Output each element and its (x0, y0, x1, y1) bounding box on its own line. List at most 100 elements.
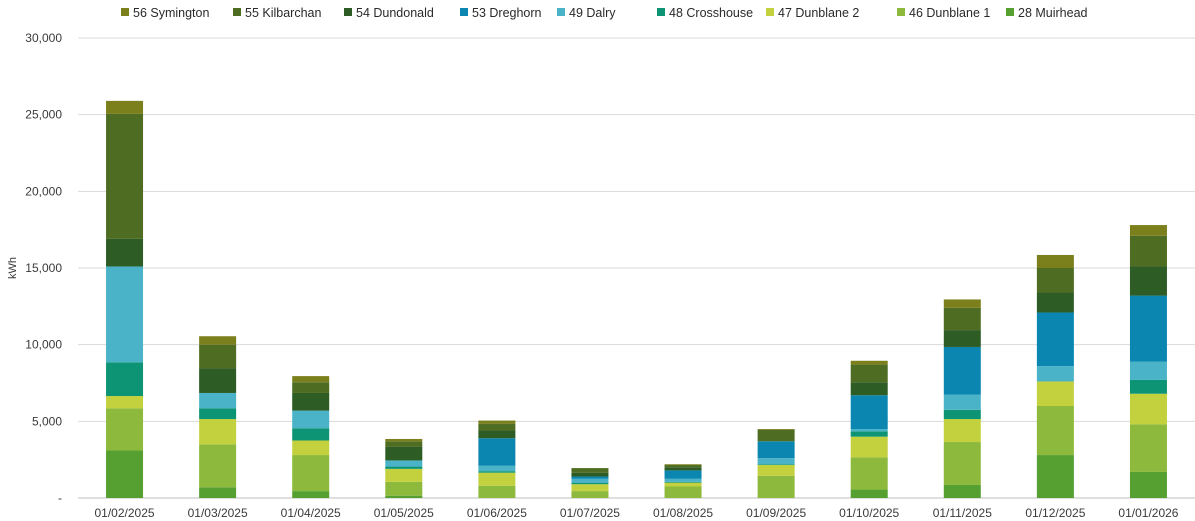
bar-segment (1036, 366, 1074, 382)
bar-segment (478, 485, 516, 498)
bar-segment (478, 438, 516, 466)
bar-segment (850, 431, 888, 437)
bar-segment (199, 336, 237, 345)
bar-segment (664, 482, 702, 487)
x-tick-label: 01/04/2025 (281, 506, 341, 520)
bar-segment (757, 441, 795, 459)
bar-segment (106, 266, 144, 363)
legend-swatch (897, 8, 905, 16)
legend-item: 53 Dreghorn (460, 6, 542, 20)
legend-label: 55 Kilbarchan (245, 6, 321, 20)
bar-segment (478, 430, 516, 439)
bar-segment (199, 408, 237, 420)
x-tick-label: 01/06/2025 (467, 506, 527, 520)
legend-swatch (344, 8, 352, 16)
bar-segment (199, 487, 237, 498)
bar-segment (943, 442, 981, 485)
y-tick-label: 15,000 (25, 261, 62, 275)
bar-segment (664, 470, 702, 479)
bar-segment (106, 113, 144, 239)
legend-label: 46 Dunblane 1 (909, 6, 990, 20)
bar-segment (664, 481, 702, 483)
bar-segment (943, 299, 981, 308)
legend-item: 46 Dunblane 1 (897, 6, 990, 20)
bar-segment (757, 475, 795, 498)
bar-segment (385, 438, 423, 442)
bar-segment (199, 392, 237, 409)
legend-label: 56 Symington (133, 6, 209, 20)
bar-segment (478, 465, 516, 472)
bar-segment (478, 472, 516, 486)
bar-segment (757, 465, 795, 476)
legend-swatch (657, 8, 665, 16)
bar-segment (292, 392, 330, 411)
legend-swatch (557, 8, 565, 16)
x-axis: 01/02/2025 01/03/2025 01/04/2025 01/05/2025… (95, 506, 1179, 520)
legend-swatch (766, 8, 774, 16)
bar-segment (571, 482, 609, 485)
x-tick-label: 01/10/2025 (839, 506, 899, 520)
bar-segment (1036, 381, 1074, 406)
bar-segment (1129, 424, 1167, 472)
bar-segment (106, 100, 144, 114)
bar-segment (943, 419, 981, 443)
bar-segment (943, 307, 981, 331)
bar-segment (664, 478, 702, 482)
bar-segment (571, 472, 609, 477)
legend-item: 54 Dundonald (344, 6, 434, 20)
x-tick-label: 01/07/2025 (560, 506, 620, 520)
bar-segment (1129, 235, 1167, 267)
bar-segment (850, 429, 888, 432)
y-tick-label: 25,000 (25, 108, 62, 122)
bar-segment (664, 464, 702, 466)
bar-segment (292, 376, 330, 383)
bar-segment (385, 468, 423, 482)
bar-segment (385, 441, 423, 447)
bar-segment (292, 428, 330, 441)
bar-segment (757, 429, 795, 430)
bar-segment (850, 395, 888, 429)
y-axis-title: kWh (7, 257, 19, 279)
bar-segment (292, 455, 330, 492)
bar-segment (571, 476, 609, 479)
bar-segment (571, 491, 609, 498)
bar-segment (292, 491, 330, 498)
bar-segment (385, 446, 423, 461)
bar-segment (757, 458, 795, 465)
bar-segment (385, 460, 423, 467)
bar-segment (1129, 266, 1167, 296)
legend-swatch (121, 8, 129, 16)
legend-item: 28 Muirhead (1006, 6, 1088, 20)
legend-label: 28 Muirhead (1018, 6, 1088, 20)
bar-segment (1036, 406, 1074, 456)
bar-segment (943, 484, 981, 498)
bar-segment (1129, 379, 1167, 394)
bar-segment (478, 420, 516, 424)
y-tick-label: 5,000 (32, 414, 62, 428)
legend-item: 49 Dalry (557, 6, 616, 20)
bar-segment (385, 481, 423, 496)
bar-segment (850, 436, 888, 458)
bar-segment (943, 330, 981, 347)
bar-segment (478, 423, 516, 431)
bar-segment (757, 429, 795, 442)
bar-segment (385, 495, 423, 498)
legend-swatch (233, 8, 241, 16)
bar-segment (850, 457, 888, 490)
bar-segment (106, 450, 144, 498)
bar-segment (664, 486, 702, 498)
bar-segment (106, 396, 144, 409)
bar-segment (664, 465, 702, 468)
legend-label: 54 Dundonald (356, 6, 434, 20)
bar-segment (199, 344, 237, 369)
bar-segment (943, 394, 981, 410)
legend-label: 49 Dalry (569, 6, 616, 20)
legend: 56 Symington 55 Kilbarchan 54 Dundonald 53 … (121, 6, 1088, 20)
bar-segment (106, 238, 144, 267)
bar-segment (199, 419, 237, 445)
x-tick-label: 01/01/2026 (1118, 506, 1178, 520)
bar-segment (292, 410, 330, 429)
bar-segment (199, 368, 237, 393)
x-tick-label: 01/12/2025 (1025, 506, 1085, 520)
bar-segment (664, 467, 702, 471)
